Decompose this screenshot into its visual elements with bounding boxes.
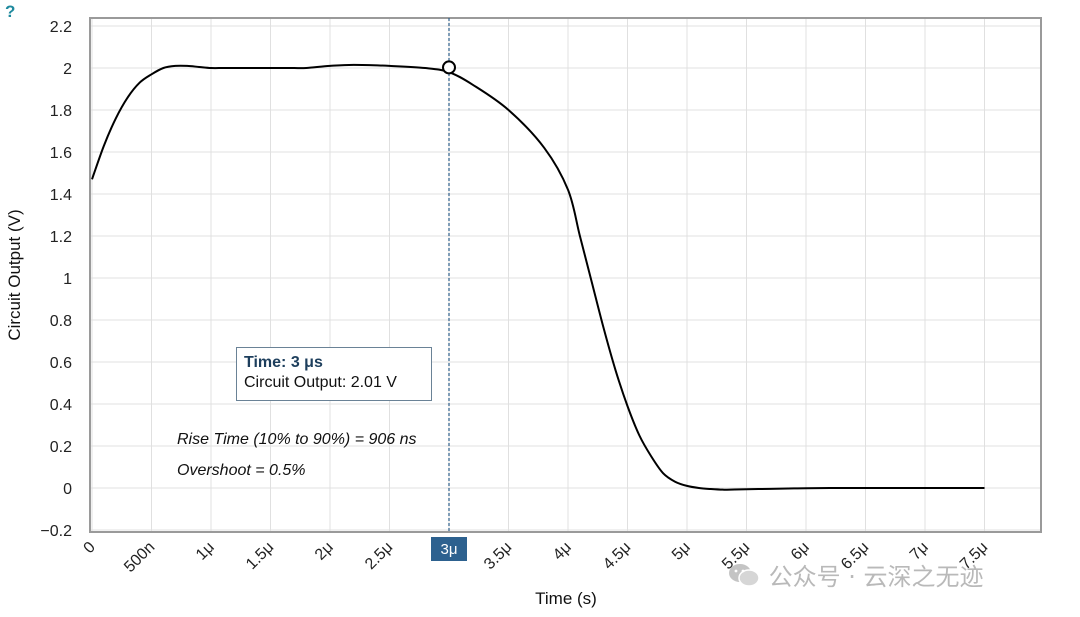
tooltip-time: Time: 3 μs — [244, 354, 323, 371]
y-tick-labels: −0.2 0 0.2 0.4 0.6 0.8 1 1.2 1.4 1.6 1.8 2 2.2 — [40, 19, 72, 540]
y-tick-label: 1.2 — [50, 229, 72, 246]
rise-time-annotation: Rise Time (10% to 90%) = 906 ns — [177, 431, 417, 448]
watermark: 公众号 · 云深之无迹 — [727, 557, 984, 592]
x-tick-label: 0 — [81, 539, 99, 557]
cursor-tooltip: Time: 3 μs Circuit Output: 2.01 V — [236, 347, 432, 401]
x-tick-label: 1.5μ — [243, 539, 277, 573]
y-tick-label: 0 — [63, 481, 72, 498]
y-tick-label: 0.2 — [50, 439, 72, 456]
y-tick-label: 0.8 — [50, 313, 72, 330]
y-tick-label: 1 — [63, 271, 72, 288]
grid-lines — [90, 18, 1041, 532]
cursor-x-badge — [431, 537, 467, 561]
cursor-marker[interactable] — [442, 60, 456, 75]
y-tick-label: −0.2 — [40, 523, 72, 540]
x-tick-label: 3.5μ — [481, 539, 515, 573]
watermark-text: 公众号 · 云深之无迹 — [768, 563, 984, 591]
help-icon[interactable]: ? — [5, 2, 16, 21]
plot-area — [89, 17, 1042, 533]
x-tick-label: 1μ — [193, 539, 218, 564]
x-tick-label: 5μ — [669, 539, 694, 564]
series-line — [91, 63, 985, 491]
y-tick-label: 1.6 — [50, 145, 72, 162]
tooltip-value: Circuit Output: 2.01 V — [244, 374, 397, 391]
wechat-icon — [729, 564, 760, 587]
y-tick-label: 2 — [63, 61, 72, 78]
x-tick-label: 2μ — [312, 539, 337, 564]
overshoot-annotation: Overshoot = 0.5% — [177, 462, 306, 479]
y-tick-label: 0.4 — [50, 397, 72, 414]
x-tick-label: 4.5μ — [600, 539, 634, 573]
y-tick-label: 1.4 — [50, 187, 72, 204]
y-tick-label: 2.2 — [50, 19, 72, 36]
x-tick-label: 4μ — [550, 539, 575, 564]
y-axis-title: Circuit Output (V) — [5, 209, 24, 340]
y-tick-label: 1.8 — [50, 103, 72, 120]
y-tick-label: 0.6 — [50, 355, 72, 372]
x-axis-title: Time (s) — [535, 589, 597, 608]
x-tick-label: 500n — [121, 539, 158, 576]
x-tick-label: 2.5μ — [362, 539, 396, 573]
cursor-x-badge-label: 3μ — [441, 541, 458, 558]
